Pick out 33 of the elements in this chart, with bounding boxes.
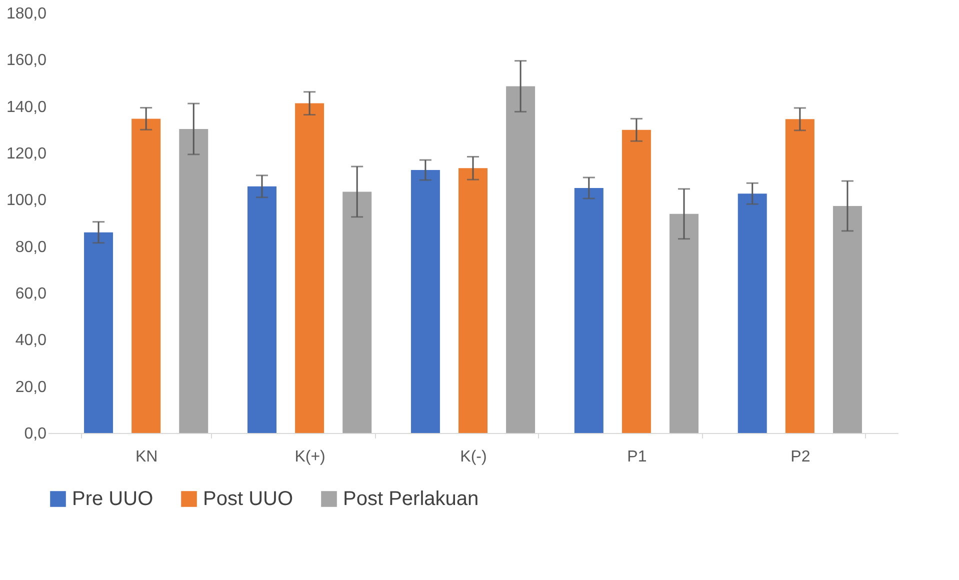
y-tick-label: 120,0 bbox=[6, 146, 47, 162]
bar bbox=[247, 186, 276, 433]
bar bbox=[506, 86, 536, 433]
bar bbox=[410, 170, 440, 433]
x-tick-label: KN bbox=[135, 448, 158, 466]
bar bbox=[458, 168, 488, 433]
x-tick-label: K(+) bbox=[294, 448, 326, 466]
bar bbox=[622, 130, 651, 433]
y-tick-label: 40,0 bbox=[15, 332, 47, 350]
y-tick-label: 160,0 bbox=[6, 52, 47, 70]
y-tick-label: 20,0 bbox=[15, 378, 47, 396]
x-tick-label: K(-) bbox=[460, 448, 487, 466]
legend-label: Post UUO bbox=[203, 488, 294, 510]
y-tick-label: 60,0 bbox=[15, 286, 47, 302]
bar bbox=[785, 119, 814, 433]
legend-label: Pre UUO bbox=[72, 488, 154, 510]
bar bbox=[132, 118, 161, 433]
x-tick-label: P1 bbox=[627, 448, 647, 466]
bar bbox=[84, 232, 114, 433]
bar bbox=[832, 206, 862, 433]
y-tick-label: 0,0 bbox=[24, 426, 47, 442]
y-tick-label: 140,0 bbox=[6, 98, 47, 116]
legend-label: Post Perlakuan bbox=[343, 488, 479, 510]
y-tick-label: 100,0 bbox=[6, 192, 47, 210]
x-tick-label: P2 bbox=[790, 448, 810, 466]
bar bbox=[738, 194, 767, 433]
bar bbox=[179, 128, 208, 433]
y-tick-label: 80,0 bbox=[15, 238, 47, 256]
bar bbox=[574, 188, 604, 433]
bar bbox=[295, 103, 324, 433]
y-tick-label: 180,0 bbox=[6, 6, 47, 22]
bar bbox=[342, 192, 372, 433]
bar bbox=[670, 214, 699, 433]
